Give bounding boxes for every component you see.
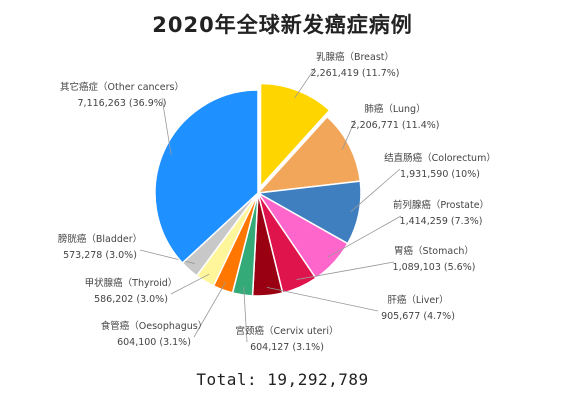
leader-line: [296, 261, 395, 280]
leader-line: [341, 119, 356, 150]
slice-value-label: 1,931,590 (10%): [400, 169, 480, 180]
slice-value-label: 2,206,771 (11.4%): [351, 120, 440, 131]
slice-label: 肝癌（Liver）: [387, 294, 448, 306]
total-label: Total: 19,292,789: [196, 370, 369, 389]
leader-line: [170, 273, 210, 295]
leader-line: [266, 286, 379, 312]
slice-value-label: 905,677 (4.7%): [381, 311, 455, 322]
slice-value-label: 7,116,263 (36.9%): [78, 98, 167, 109]
leader-line: [243, 286, 248, 343]
slice-label: 其它癌症（Other cancers）: [60, 81, 184, 93]
slice-value-label: 604,100 (3.1%): [117, 337, 191, 348]
leader-line: [161, 97, 172, 156]
leader-line: [327, 215, 402, 258]
slice-label: 甲状腺癌（Thyroid）: [85, 277, 178, 289]
slice-value-label: 573,278 (3.0%): [63, 250, 137, 261]
slice-value-label: 604,127 (3.1%): [250, 342, 324, 353]
leader-line: [350, 168, 401, 213]
slice-value-label: 2,261,419 (11.7%): [311, 68, 400, 79]
slice-label: 结直肠癌（Colorectum）: [384, 152, 496, 164]
slice-label: 食管癌（Oesophagus）: [101, 320, 207, 332]
slice-label: 膀胱癌（Bladder）: [58, 233, 142, 245]
leader-line: [294, 67, 316, 99]
slice-value-label: 1,089,103 (5.6%): [393, 262, 476, 273]
slice-label: 前列腺癌（Prostate）: [393, 199, 489, 211]
pie-slice: [256, 115, 362, 194]
pie-slice: [259, 82, 331, 189]
slice-label: 乳腺癌（Breast）: [316, 51, 394, 63]
leader-line: [193, 281, 227, 338]
chart-title: 2020年全球新发癌症病例: [152, 13, 413, 37]
slice-value-label: 1,414,259 (7.3%): [400, 216, 483, 227]
slice-label: 胃癌（Stomach）: [394, 245, 474, 257]
leader-line: [139, 249, 195, 264]
slice-label: 肺癌（Lung）: [364, 103, 425, 115]
slice-value-label: 586,202 (3.0%): [94, 294, 168, 305]
pie-slice: [154, 89, 259, 265]
slice-label: 宫颈癌（Cervix uteri）: [236, 325, 339, 337]
